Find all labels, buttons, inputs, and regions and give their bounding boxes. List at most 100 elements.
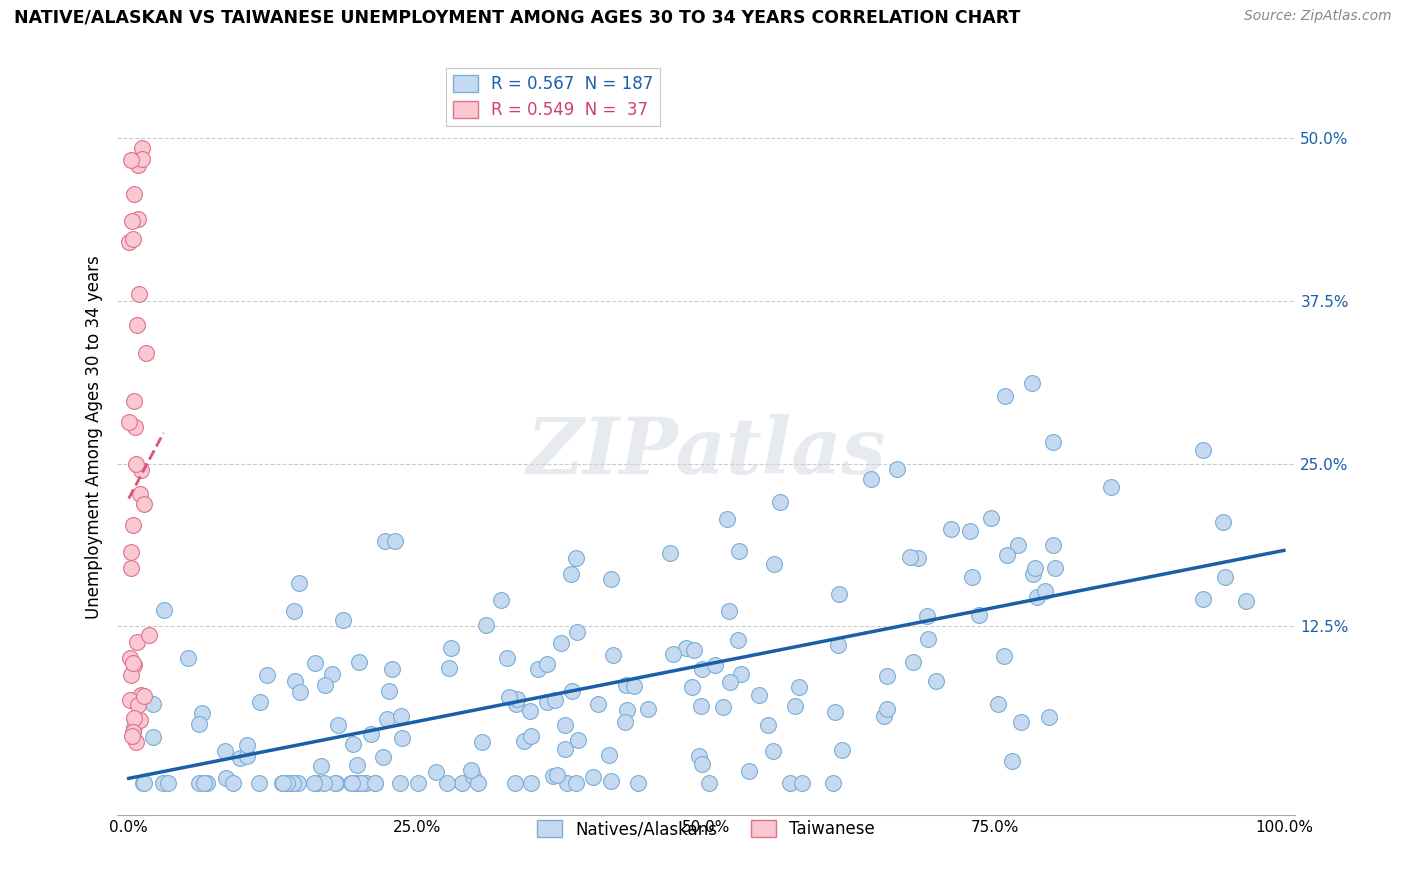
Point <box>907 550 929 565</box>
Point <box>474 618 496 632</box>
Point <box>567 732 589 747</box>
Point <box>614 678 637 692</box>
Point <box>118 693 141 707</box>
Point <box>120 544 142 558</box>
Point <box>124 394 146 409</box>
Point <box>312 776 335 790</box>
Point <box>467 776 489 790</box>
Point <box>711 700 734 714</box>
Point <box>215 771 238 785</box>
Point <box>602 648 624 663</box>
Point <box>898 550 921 565</box>
Y-axis label: Unemployment Among Ages 30 to 34 years: Unemployment Among Ages 30 to 34 years <box>86 256 103 619</box>
Point <box>690 756 713 771</box>
Point <box>616 703 638 717</box>
Point <box>682 642 704 657</box>
Point <box>470 734 492 748</box>
Point <box>527 662 550 676</box>
Point <box>277 776 299 790</box>
Point <box>460 763 482 777</box>
Point <box>1007 538 1029 552</box>
Point <box>662 647 685 661</box>
Text: Source: ZipAtlas.com: Source: ZipAtlas.com <box>1244 9 1392 23</box>
Point <box>273 776 295 790</box>
Point <box>827 587 849 601</box>
Point <box>690 699 713 714</box>
Point <box>498 690 520 704</box>
Point <box>321 666 343 681</box>
Point <box>785 698 807 713</box>
Point <box>249 695 271 709</box>
Point <box>247 776 270 790</box>
Point <box>718 674 741 689</box>
Point <box>440 641 463 656</box>
Text: NATIVE/ALASKAN VS TAIWANESE UNEMPLOYMENT AMONG AGES 30 TO 34 YEARS CORRELATION C: NATIVE/ALASKAN VS TAIWANESE UNEMPLOYMENT… <box>14 9 1021 27</box>
Point <box>565 776 588 790</box>
Point <box>283 604 305 618</box>
Point <box>1043 561 1066 575</box>
Text: ZIPatlas: ZIPatlas <box>527 414 886 491</box>
Point <box>118 235 141 250</box>
Point <box>311 759 333 773</box>
Point <box>371 750 394 764</box>
Point <box>127 634 149 648</box>
Point <box>284 673 307 688</box>
Point <box>727 632 749 647</box>
Point <box>131 152 153 166</box>
Point <box>222 776 245 790</box>
Point <box>697 776 720 790</box>
Point <box>519 776 541 790</box>
Point <box>1026 590 1049 604</box>
Point <box>554 741 576 756</box>
Point <box>519 729 541 743</box>
Point <box>125 735 148 749</box>
Point <box>925 673 948 688</box>
Point <box>876 701 898 715</box>
Point <box>214 744 236 758</box>
Point <box>406 776 429 790</box>
Point <box>1033 584 1056 599</box>
Point <box>787 680 810 694</box>
Point <box>128 487 150 501</box>
Point <box>600 774 623 789</box>
Point <box>125 318 148 333</box>
Point <box>229 750 252 764</box>
Point <box>681 680 703 694</box>
Point <box>307 776 329 790</box>
Point <box>491 592 513 607</box>
Point <box>122 720 145 734</box>
Point <box>561 684 583 698</box>
Point <box>613 714 636 729</box>
Point <box>120 667 142 681</box>
Point <box>235 738 257 752</box>
Point <box>436 776 458 790</box>
Point <box>325 776 347 790</box>
Point <box>730 666 752 681</box>
Point <box>236 748 259 763</box>
Point <box>536 657 558 671</box>
Point <box>960 570 983 584</box>
Point <box>364 776 387 790</box>
Point <box>305 776 328 790</box>
Point <box>375 712 398 726</box>
Point <box>519 705 541 719</box>
Point <box>197 776 219 790</box>
Point <box>675 641 697 656</box>
Point <box>122 232 145 246</box>
Point <box>581 770 603 784</box>
Point <box>157 776 180 790</box>
Point <box>328 718 350 732</box>
Point <box>917 632 939 646</box>
Point <box>276 776 298 790</box>
Point <box>688 749 710 764</box>
Point <box>503 776 526 790</box>
Point <box>827 639 849 653</box>
Point <box>1021 376 1043 391</box>
Point <box>692 662 714 676</box>
Point <box>995 548 1018 562</box>
Point <box>129 713 152 727</box>
Point <box>1021 566 1043 581</box>
Point <box>347 656 370 670</box>
Point <box>142 730 165 744</box>
Point <box>122 724 145 739</box>
